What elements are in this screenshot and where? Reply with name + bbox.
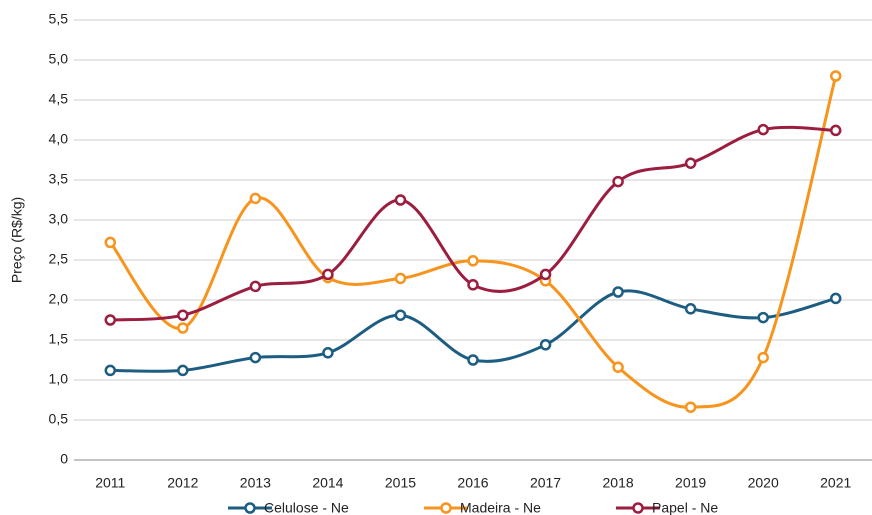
legend-label: Madeira - Ne xyxy=(460,500,541,515)
data-point xyxy=(394,272,407,285)
data-point xyxy=(612,175,624,188)
data-point xyxy=(322,268,334,281)
data-point xyxy=(684,401,697,413)
data-point xyxy=(757,123,769,136)
y-axis-label: Preço (R$/kg) xyxy=(9,197,25,283)
series-line xyxy=(109,75,838,409)
data-point xyxy=(322,347,334,359)
data-point xyxy=(467,354,479,366)
data-point xyxy=(684,157,697,169)
data-point xyxy=(467,279,479,291)
data-point xyxy=(104,236,117,249)
legend-marker xyxy=(244,502,256,514)
x-tick-label: 2020 xyxy=(748,475,779,491)
x-tick-label: 2015 xyxy=(385,475,416,491)
y-tick-label: 4,5 xyxy=(49,91,69,107)
legend-marker xyxy=(632,502,644,514)
data-point xyxy=(177,322,189,334)
series-line xyxy=(110,125,836,322)
data-point xyxy=(612,286,624,298)
x-tick-label: 2018 xyxy=(603,475,634,491)
legend-marker xyxy=(440,502,452,514)
x-tick-label: 2012 xyxy=(167,475,198,491)
x-tick-label: 2013 xyxy=(240,475,271,491)
data-point xyxy=(177,309,189,321)
x-tick-label: 2014 xyxy=(312,475,343,491)
x-tick-label: 2016 xyxy=(457,475,488,491)
data-point xyxy=(177,364,189,377)
y-tick-label: 0,5 xyxy=(49,411,69,427)
x-tick-label: 2011 xyxy=(95,475,125,491)
data-point xyxy=(829,292,842,305)
data-point xyxy=(104,314,117,326)
data-point xyxy=(539,339,552,351)
data-point xyxy=(249,192,262,205)
x-tick-label: 2021 xyxy=(820,475,851,491)
data-point xyxy=(612,361,624,373)
data-point xyxy=(829,70,842,82)
legend-label: Papel - Ne xyxy=(652,500,718,515)
data-point xyxy=(249,280,262,293)
data-point xyxy=(757,311,769,324)
x-tick-label: 2017 xyxy=(530,475,561,491)
y-tick-label: 1,0 xyxy=(49,371,69,387)
x-tick-label: 2019 xyxy=(675,475,706,491)
y-tick-label: 3,0 xyxy=(49,211,69,227)
y-tick-label: 2,0 xyxy=(49,291,69,307)
data-point xyxy=(539,268,552,281)
y-tick-label: 2,5 xyxy=(49,251,69,267)
data-point xyxy=(467,255,479,267)
data-point xyxy=(394,194,407,206)
data-point xyxy=(684,303,697,315)
y-tick-label: 3,5 xyxy=(49,171,69,187)
y-tick-label: 1,5 xyxy=(49,331,69,347)
y-tick-label: 0 xyxy=(60,451,68,467)
data-point xyxy=(104,364,117,377)
y-tick-label: 5,5 xyxy=(49,11,69,27)
data-point xyxy=(249,351,262,364)
y-tick-label: 5,0 xyxy=(49,51,69,67)
data-point xyxy=(829,124,842,137)
data-point xyxy=(757,351,769,364)
y-tick-label: 4,0 xyxy=(49,131,69,147)
legend-label: Celulose - Ne xyxy=(264,500,349,515)
data-point xyxy=(394,309,407,321)
